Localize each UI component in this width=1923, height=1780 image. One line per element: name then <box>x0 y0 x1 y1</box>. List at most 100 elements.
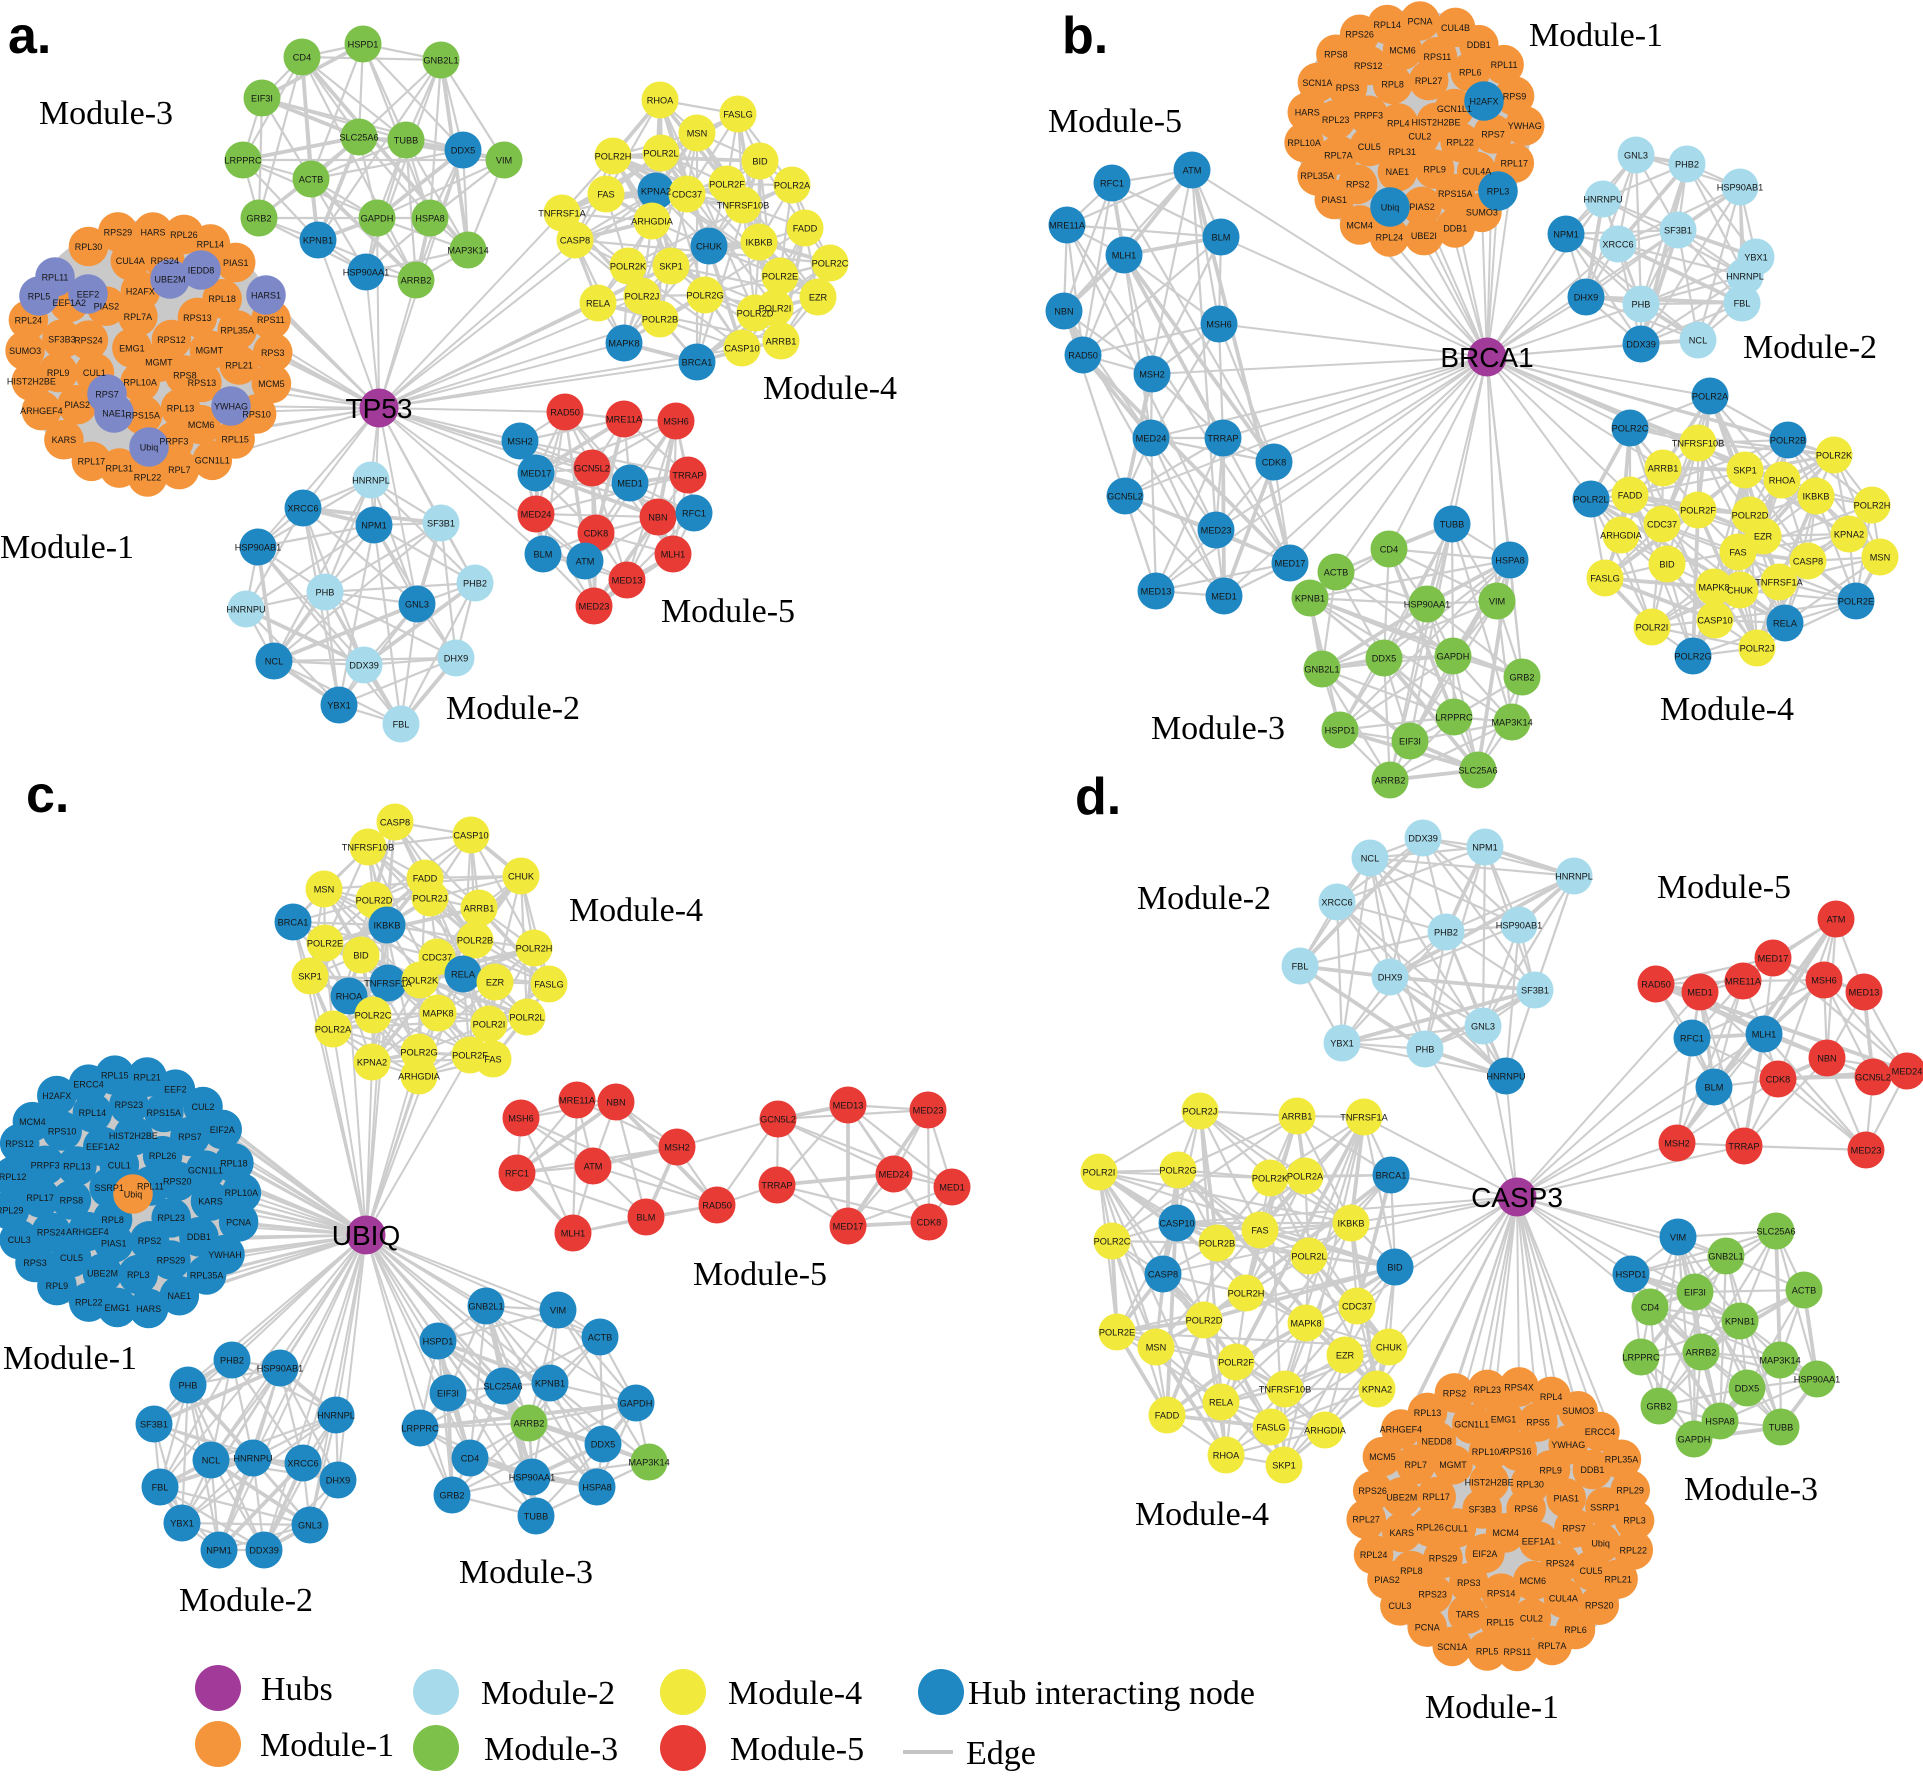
svg-text:MSN: MSN <box>1870 552 1890 562</box>
svg-text:HNRNPL: HNRNPL <box>317 1410 355 1420</box>
svg-text:KPNA2: KPNA2 <box>1362 1384 1392 1394</box>
svg-text:MED17: MED17 <box>833 1221 864 1231</box>
svg-text:NCL: NCL <box>265 656 283 666</box>
svg-text:EIF3I: EIF3I <box>251 93 273 103</box>
svg-text:RAD50: RAD50 <box>550 407 580 417</box>
svg-text:KPNA2: KPNA2 <box>357 1057 387 1067</box>
svg-text:RPS2: RPS2 <box>1443 1388 1467 1398</box>
svg-text:HARS: HARS <box>136 1304 161 1314</box>
svg-text:POLR2I: POLR2I <box>1636 622 1669 632</box>
svg-text:EIF3I: EIF3I <box>1399 736 1421 746</box>
svg-text:RPL14: RPL14 <box>79 1108 107 1118</box>
svg-text:RFC1: RFC1 <box>1680 1033 1704 1043</box>
svg-text:MED1: MED1 <box>1211 591 1237 601</box>
svg-text:HNRNPL: HNRNPL <box>1555 871 1593 881</box>
svg-text:MAPK8: MAPK8 <box>1698 582 1729 592</box>
svg-text:MLH1: MLH1 <box>1752 1029 1777 1039</box>
svg-text:RAD50: RAD50 <box>702 1200 732 1210</box>
svg-text:HSPA8: HSPA8 <box>1495 555 1524 565</box>
svg-text:POLR2H: POLR2H <box>1854 500 1891 510</box>
svg-text:MAP3K14: MAP3K14 <box>1491 717 1532 727</box>
svg-text:HNRNPU: HNRNPU <box>1486 1071 1525 1081</box>
svg-text:RPL4: RPL4 <box>1540 1392 1563 1402</box>
svg-text:RPL35A: RPL35A <box>1300 171 1334 181</box>
svg-text:FASLG: FASLG <box>723 109 753 119</box>
svg-text:RELA: RELA <box>1773 618 1798 628</box>
svg-text:RPL4: RPL4 <box>1387 119 1410 129</box>
svg-text:FBL: FBL <box>1292 961 1309 971</box>
svg-text:RPS20: RPS20 <box>1585 1601 1614 1611</box>
svg-text:EZR: EZR <box>486 977 505 987</box>
svg-text:ARHGDIA: ARHGDIA <box>1304 1425 1347 1435</box>
svg-text:MED17: MED17 <box>1275 558 1306 568</box>
svg-text:RPL24: RPL24 <box>1360 1550 1388 1560</box>
svg-text:KARS: KARS <box>52 435 77 445</box>
svg-text:RPS13: RPS13 <box>183 313 212 323</box>
svg-text:PIAS2: PIAS2 <box>94 302 120 312</box>
svg-text:RPS7: RPS7 <box>95 389 119 399</box>
svg-text:RHOA: RHOA <box>647 95 674 105</box>
svg-text:MRE11A: MRE11A <box>1725 976 1762 986</box>
svg-text:ARHGEF4: ARHGEF4 <box>66 1227 109 1237</box>
svg-text:CDC37: CDC37 <box>422 952 452 962</box>
svg-text:SF3B1: SF3B1 <box>427 518 455 528</box>
svg-text:MED17: MED17 <box>1758 953 1789 963</box>
svg-text:RPS29: RPS29 <box>157 1255 186 1265</box>
svg-text:CHUK: CHUK <box>696 241 723 251</box>
svg-text:FAS: FAS <box>597 189 614 199</box>
svg-text:SF3B1: SF3B1 <box>1521 985 1549 995</box>
svg-text:YBX1: YBX1 <box>1330 1038 1354 1048</box>
svg-text:GNB2L1: GNB2L1 <box>1708 1251 1743 1261</box>
svg-text:RPS7: RPS7 <box>1562 1524 1586 1534</box>
svg-text:EZR: EZR <box>1754 531 1773 541</box>
svg-text:LRPPRC: LRPPRC <box>1435 712 1473 722</box>
svg-text:IKBKB: IKBKB <box>745 237 772 247</box>
svg-text:FBL: FBL <box>1734 298 1751 308</box>
svg-text:RPL3: RPL3 <box>1623 1516 1646 1526</box>
svg-text:POLR2L: POLR2L <box>643 148 678 158</box>
svg-text:PCNA: PCNA <box>1407 16 1432 26</box>
svg-text:NBN: NBN <box>648 512 667 522</box>
svg-text:MAP3K14: MAP3K14 <box>447 245 488 255</box>
svg-text:CASP3: CASP3 <box>1471 1182 1563 1213</box>
svg-text:RPL22: RPL22 <box>134 472 162 482</box>
svg-text:HNRNPL: HNRNPL <box>352 475 390 485</box>
svg-text:RPL11: RPL11 <box>42 272 69 282</box>
svg-text:MLH1: MLH1 <box>1112 250 1137 260</box>
svg-text:TNFRSF1A: TNFRSF1A <box>538 208 586 218</box>
svg-text:Module-3: Module-3 <box>1684 1471 1818 1508</box>
svg-text:HSPA8: HSPA8 <box>582 1482 611 1492</box>
svg-text:HNRNPL: HNRNPL <box>1726 271 1764 281</box>
svg-text:RPS24: RPS24 <box>1546 1558 1575 1568</box>
svg-text:Module-3: Module-3 <box>484 1731 618 1768</box>
svg-text:CUL4A: CUL4A <box>1549 1594 1578 1604</box>
svg-text:MAPK8: MAPK8 <box>422 1008 453 1018</box>
svg-text:POLR2A: POLR2A <box>315 1024 352 1034</box>
svg-text:RPL30: RPL30 <box>75 242 103 252</box>
svg-text:MSH6: MSH6 <box>663 416 689 426</box>
svg-text:RELA: RELA <box>586 298 611 308</box>
svg-text:POLR2E: POLR2E <box>307 938 343 948</box>
svg-text:RPL23: RPL23 <box>1474 1385 1502 1395</box>
svg-text:RPL7A: RPL7A <box>124 312 153 322</box>
svg-text:MED1: MED1 <box>617 478 643 488</box>
svg-text:MAPK8: MAPK8 <box>608 338 639 348</box>
svg-text:Module-2: Module-2 <box>179 1582 313 1619</box>
svg-text:XRCC6: XRCC6 <box>1602 239 1633 249</box>
svg-text:Module-2: Module-2 <box>446 690 580 727</box>
svg-text:Module-1: Module-1 <box>1425 1689 1559 1726</box>
svg-text:Module-4: Module-4 <box>1660 691 1794 728</box>
svg-text:Ubiq: Ubiq <box>124 1189 143 1199</box>
svg-text:POLR2E: POLR2E <box>1838 596 1874 606</box>
svg-text:KPNA2: KPNA2 <box>1834 529 1864 539</box>
svg-text:POLR2L: POLR2L <box>1573 494 1608 504</box>
svg-text:SLC25A6: SLC25A6 <box>339 132 378 142</box>
svg-text:HARS1: HARS1 <box>251 290 281 300</box>
svg-text:Module-3: Module-3 <box>459 1554 593 1591</box>
svg-text:RPS26: RPS26 <box>1358 1486 1387 1496</box>
svg-text:POLR2D: POLR2D <box>356 895 393 905</box>
svg-text:XRCC6: XRCC6 <box>1321 897 1352 907</box>
svg-text:POLR2J: POLR2J <box>413 893 448 903</box>
svg-text:TUBB: TUBB <box>524 1511 549 1521</box>
svg-text:GNL3: GNL3 <box>1624 150 1648 160</box>
